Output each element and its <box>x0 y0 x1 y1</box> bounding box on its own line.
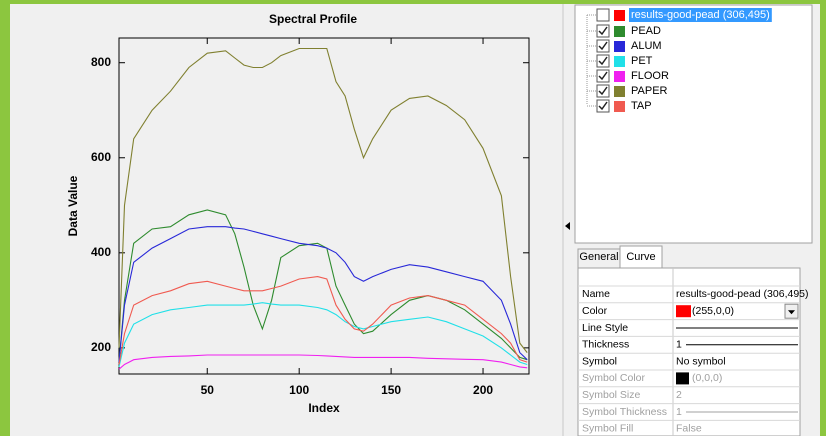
checkmark <box>598 56 608 66</box>
tree-item-label[interactable]: TAP <box>631 100 652 112</box>
tree-item-label[interactable]: PEAD <box>631 25 661 37</box>
checkbox[interactable] <box>596 69 610 83</box>
plot-area <box>118 37 530 375</box>
tab-label: General <box>579 251 618 263</box>
series-line <box>118 226 528 363</box>
property-value[interactable]: No symbol <box>676 355 726 367</box>
selection <box>629 8 772 22</box>
x-tick-label: 100 <box>289 383 309 397</box>
x-tick-label: 50 <box>201 383 215 397</box>
checkmark <box>598 41 608 51</box>
checkbox[interactable] <box>596 99 610 113</box>
color-swatch <box>614 56 625 67</box>
y-axis-label: Data Value <box>66 175 80 236</box>
tree-item-label[interactable]: PET <box>631 55 653 67</box>
property-name: Symbol Fill <box>582 423 633 435</box>
y-tick-label: 800 <box>91 55 111 69</box>
property-value[interactable]: results-good-pead (306,495) <box>676 288 809 300</box>
collapse-arrow[interactable] <box>565 222 570 230</box>
dropdown-arrow <box>788 310 795 315</box>
color-swatch <box>614 86 625 97</box>
checkmark <box>598 86 608 96</box>
y-tick-label: 600 <box>91 150 111 164</box>
property-name: Symbol Thickness <box>582 406 667 418</box>
tab[interactable] <box>619 245 663 269</box>
property-name: Line Style <box>582 322 628 334</box>
color-swatch <box>614 101 625 112</box>
checkmark <box>598 101 608 111</box>
series-line <box>118 209 528 363</box>
tree-item-label[interactable]: results-good-pead (306,495) <box>631 9 770 21</box>
x-axis-label: Index <box>308 401 340 415</box>
tree-item-label[interactable]: FLOOR <box>631 70 669 82</box>
property-name: Color <box>582 305 608 317</box>
tree-view <box>574 4 813 244</box>
color-swatch <box>614 26 625 37</box>
property-value[interactable]: 2 <box>676 389 682 401</box>
property-value[interactable]: 1 <box>676 339 682 351</box>
tab-label: Curve <box>626 251 655 263</box>
color-swatch <box>614 41 625 52</box>
property-value[interactable]: False <box>676 423 702 435</box>
y-tick-label: 200 <box>91 340 111 354</box>
property-name: Symbol <box>582 355 617 367</box>
series-line <box>118 354 528 370</box>
property-name: Name <box>582 288 610 300</box>
tree-item-label[interactable]: ALUM <box>631 40 662 52</box>
checkmark <box>598 71 608 81</box>
color-swatch <box>676 372 689 385</box>
property-value[interactable]: (255,0,0) <box>692 305 734 317</box>
x-tick-label: 200 <box>473 383 493 397</box>
checkbox[interactable] <box>596 8 610 22</box>
property-name: Symbol Size <box>582 389 641 401</box>
checkmark <box>598 26 608 36</box>
color-swatch <box>676 305 691 318</box>
series-line <box>118 47 528 353</box>
checkbox[interactable] <box>596 24 610 38</box>
color-swatch <box>614 71 625 82</box>
property-value[interactable]: 1 <box>676 406 682 418</box>
property-name: Symbol Color <box>582 372 646 384</box>
color-swatch <box>614 10 625 21</box>
x-tick-label: 150 <box>381 383 401 397</box>
property-name: Thickness <box>582 339 629 351</box>
checkbox[interactable] <box>596 39 610 53</box>
chart-title: Spectral Profile <box>269 12 357 26</box>
property-value[interactable]: (0,0,0) <box>692 372 722 384</box>
series-line <box>118 276 528 365</box>
property-table <box>577 267 801 436</box>
checkbox[interactable] <box>596 84 610 98</box>
tree-item-label[interactable]: PAPER <box>631 85 668 97</box>
checkbox[interactable] <box>596 54 610 68</box>
y-tick-label: 400 <box>91 245 111 259</box>
series-line <box>118 302 528 368</box>
